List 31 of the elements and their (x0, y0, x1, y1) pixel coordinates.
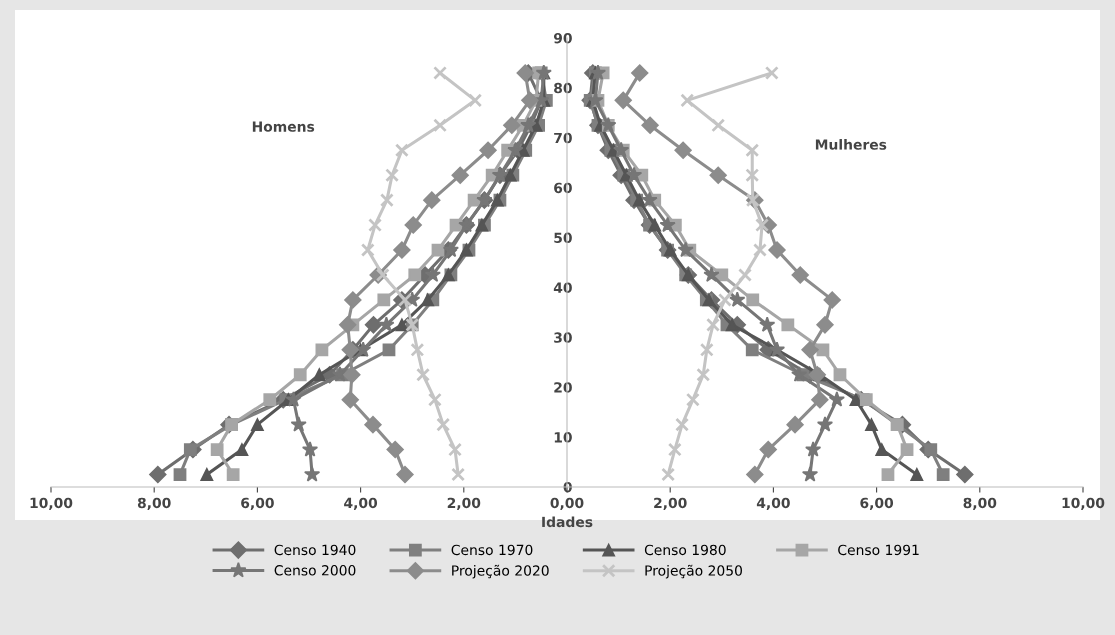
legend-label: Projeção 2050 (645, 564, 742, 579)
x-tick-label: 6,00 (241, 497, 274, 510)
y-tick-label: 30 (554, 332, 572, 343)
annotation: Homens (252, 121, 315, 132)
x-tick-label: 4,00 (344, 497, 378, 510)
annotation: Mulheres (815, 139, 887, 150)
x-tick-label: 2,00 (447, 497, 481, 510)
y-tick-label: 0 (563, 481, 572, 493)
x-tick-label: 8,00 (963, 497, 997, 510)
y-tick-label: 50 (554, 232, 572, 244)
x-tick-label: 8,00 (137, 497, 171, 510)
y-tick-label: 70 (554, 132, 572, 144)
y-tick-label: 90 (553, 32, 572, 44)
legend-label: Censo 1940 (274, 544, 356, 556)
legend-label: Censo 1980 (644, 544, 726, 556)
legend-label: Censo 2000 (274, 565, 356, 576)
x-tick-label: 10,00 (1062, 497, 1105, 510)
x-tick-label: 6,00 (860, 497, 894, 510)
x-tick-label: 0,00 (550, 497, 584, 510)
legend-label: Censo 1970 (451, 544, 533, 556)
x-axis-title: Idades (542, 516, 593, 528)
y-tick-label: 10 (554, 432, 572, 443)
x-tick-label: 10,00 (30, 497, 73, 510)
y-tick-label: 60 (554, 182, 572, 194)
x-tick-label: 4,00 (756, 497, 790, 510)
legend-label: Projeção 2020 (452, 564, 549, 579)
y-tick-label: 40 (553, 282, 572, 293)
y-tick-label: 20 (554, 382, 572, 393)
legend-label: Censo 1991 (838, 544, 919, 556)
y-tick-label: 80 (554, 82, 572, 94)
x-tick-label: 2,00 (654, 497, 687, 510)
